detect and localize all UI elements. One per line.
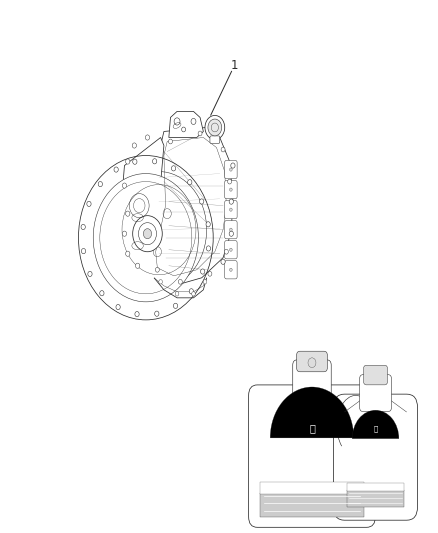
Text: 1: 1 bbox=[230, 59, 238, 71]
Circle shape bbox=[230, 168, 232, 171]
FancyBboxPatch shape bbox=[334, 394, 417, 520]
Circle shape bbox=[230, 268, 232, 271]
Polygon shape bbox=[151, 127, 233, 286]
Circle shape bbox=[206, 222, 210, 227]
Circle shape bbox=[175, 292, 179, 296]
Circle shape bbox=[221, 259, 225, 264]
Circle shape bbox=[198, 131, 202, 136]
Circle shape bbox=[81, 248, 86, 254]
Circle shape bbox=[205, 116, 225, 140]
Circle shape bbox=[229, 231, 233, 236]
Circle shape bbox=[98, 182, 102, 187]
FancyBboxPatch shape bbox=[347, 483, 404, 491]
Circle shape bbox=[171, 166, 176, 171]
Circle shape bbox=[135, 311, 139, 317]
FancyBboxPatch shape bbox=[297, 351, 327, 372]
Circle shape bbox=[208, 119, 222, 136]
FancyBboxPatch shape bbox=[347, 490, 404, 507]
FancyBboxPatch shape bbox=[225, 160, 237, 179]
Circle shape bbox=[159, 280, 162, 284]
Circle shape bbox=[126, 251, 130, 256]
FancyBboxPatch shape bbox=[364, 365, 388, 385]
FancyBboxPatch shape bbox=[225, 181, 237, 199]
Circle shape bbox=[178, 279, 182, 284]
Circle shape bbox=[133, 216, 162, 252]
Circle shape bbox=[122, 231, 127, 236]
Circle shape bbox=[230, 188, 232, 191]
Ellipse shape bbox=[111, 172, 207, 288]
Circle shape bbox=[169, 139, 173, 144]
Circle shape bbox=[229, 199, 233, 204]
Circle shape bbox=[152, 159, 157, 164]
Circle shape bbox=[145, 135, 150, 140]
FancyBboxPatch shape bbox=[260, 482, 364, 494]
Circle shape bbox=[155, 311, 159, 316]
Circle shape bbox=[206, 246, 211, 251]
Circle shape bbox=[208, 271, 212, 276]
Circle shape bbox=[189, 289, 194, 294]
Circle shape bbox=[187, 180, 192, 185]
Circle shape bbox=[192, 292, 195, 296]
Circle shape bbox=[201, 269, 205, 274]
Text: 2: 2 bbox=[381, 378, 389, 392]
Circle shape bbox=[88, 271, 92, 277]
Text: Ⓜ: Ⓜ bbox=[374, 426, 378, 432]
Wedge shape bbox=[352, 410, 399, 439]
Wedge shape bbox=[270, 387, 354, 438]
Polygon shape bbox=[121, 138, 164, 266]
Circle shape bbox=[126, 159, 130, 164]
Circle shape bbox=[87, 201, 91, 206]
Circle shape bbox=[126, 211, 130, 216]
Circle shape bbox=[224, 249, 228, 254]
Circle shape bbox=[133, 159, 137, 164]
Circle shape bbox=[228, 179, 232, 184]
Circle shape bbox=[230, 248, 232, 252]
Text: 3: 3 bbox=[317, 378, 324, 392]
Circle shape bbox=[81, 224, 85, 230]
Circle shape bbox=[155, 268, 159, 272]
Circle shape bbox=[230, 228, 232, 231]
FancyBboxPatch shape bbox=[260, 492, 364, 517]
FancyBboxPatch shape bbox=[210, 136, 220, 143]
Circle shape bbox=[203, 280, 207, 284]
Circle shape bbox=[173, 303, 178, 309]
Circle shape bbox=[231, 163, 235, 168]
Circle shape bbox=[200, 199, 204, 204]
Circle shape bbox=[100, 290, 104, 296]
FancyBboxPatch shape bbox=[360, 375, 392, 411]
FancyBboxPatch shape bbox=[225, 261, 237, 279]
FancyBboxPatch shape bbox=[225, 221, 237, 239]
FancyBboxPatch shape bbox=[225, 240, 237, 259]
Circle shape bbox=[116, 304, 120, 310]
Polygon shape bbox=[169, 111, 203, 138]
Circle shape bbox=[132, 143, 137, 148]
Text: Ⓜ: Ⓜ bbox=[309, 423, 315, 433]
FancyBboxPatch shape bbox=[225, 200, 237, 219]
Circle shape bbox=[221, 147, 225, 152]
Circle shape bbox=[122, 183, 127, 188]
FancyBboxPatch shape bbox=[293, 360, 331, 401]
Circle shape bbox=[135, 263, 140, 269]
Ellipse shape bbox=[93, 174, 198, 302]
Circle shape bbox=[114, 167, 118, 172]
Circle shape bbox=[143, 229, 152, 239]
FancyBboxPatch shape bbox=[249, 385, 375, 527]
Circle shape bbox=[308, 358, 316, 368]
Circle shape bbox=[230, 208, 232, 211]
